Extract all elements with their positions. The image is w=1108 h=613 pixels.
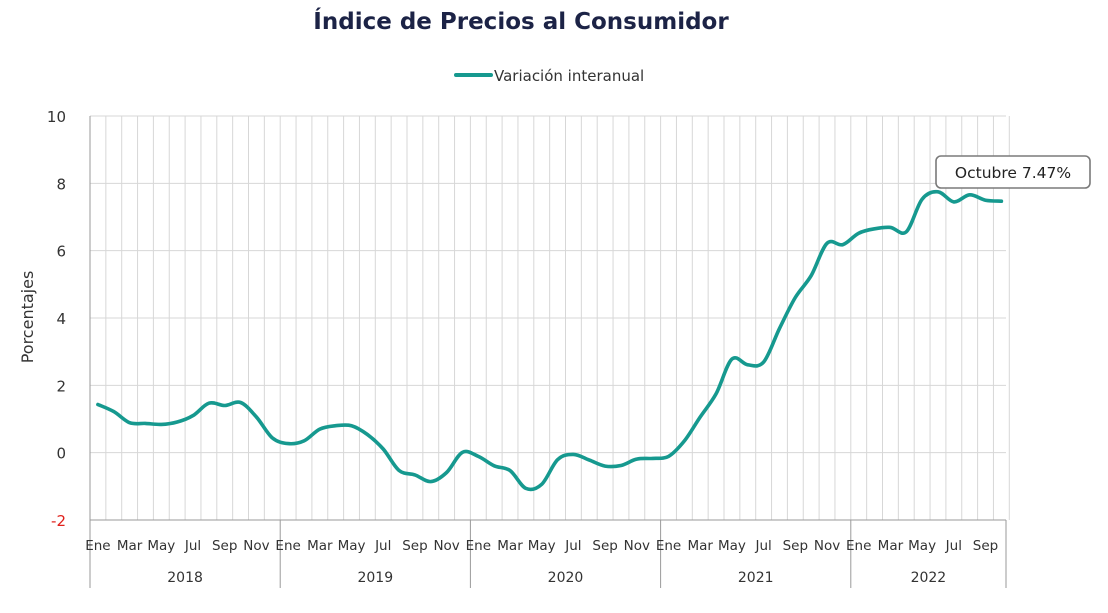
- legend-label: Variación interanual: [494, 67, 644, 85]
- chart-title: Índice de Precios al Consumidor: [313, 7, 729, 35]
- legend: Variación interanual: [454, 67, 644, 85]
- x-axis-ticks: Ene Mar May Jul Sep Nov Ene Mar May Jul Sep Nov Ene M…: [85, 538, 998, 554]
- x-tick-label: Mar: [497, 538, 523, 554]
- x-tick-label: May: [147, 538, 175, 554]
- x-tick-label: Jul: [184, 538, 201, 554]
- x-tick-label: Sep: [212, 538, 237, 554]
- year-label: 2022: [911, 570, 947, 586]
- x-tick-label: Nov: [814, 538, 840, 554]
- x-tick-label: Ene: [846, 538, 871, 554]
- x-tick-label: Jul: [945, 538, 962, 554]
- x-tick-label: Jul: [564, 538, 581, 554]
- x-tick-label: May: [338, 538, 366, 554]
- axes: [89, 116, 1007, 588]
- callout-text: Octubre 7.47%: [955, 164, 1071, 182]
- x-tick-label: Jul: [754, 538, 771, 554]
- x-tick-label: Ene: [275, 538, 300, 554]
- callout-box: [935, 155, 1091, 189]
- x-tick-label: Ene: [656, 538, 681, 554]
- x-tick-label: May: [528, 538, 556, 554]
- year-labels: 2018 2019 2020 2021 2022: [167, 570, 946, 586]
- y-tick-label: 4: [56, 310, 66, 328]
- series-line-variacion-interanual: [96, 189, 1004, 492]
- x-tick-label: Nov: [243, 538, 269, 554]
- x-tick-label: Mar: [687, 538, 713, 554]
- y-tick-label: 0: [56, 445, 66, 463]
- x-tick-label: Nov: [624, 538, 650, 554]
- year-label: 2018: [167, 570, 203, 586]
- x-tick-label: Nov: [433, 538, 459, 554]
- x-tick-label: Sep: [592, 538, 617, 554]
- x-tick-label: Sep: [402, 538, 427, 554]
- x-tick-label: Sep: [973, 538, 998, 554]
- year-label: 2019: [357, 570, 393, 586]
- y-tick-label: 2: [56, 377, 66, 395]
- y-axis-ticks: -2 0 2 4 6 8 10: [47, 108, 66, 530]
- y-tick-label: 6: [56, 243, 66, 261]
- year-label: 2021: [738, 570, 774, 586]
- grid: [90, 115, 1010, 520]
- y-tick-label: -2: [51, 512, 66, 530]
- x-tick-label: May: [718, 538, 746, 554]
- y-tick-label: 10: [47, 108, 66, 126]
- x-tick-label: Sep: [783, 538, 808, 554]
- y-tick-label: 8: [56, 175, 66, 193]
- year-label: 2020: [548, 570, 584, 586]
- x-tick-label: Ene: [85, 538, 110, 554]
- x-tick-label: May: [908, 538, 936, 554]
- x-tick-label: Ene: [466, 538, 491, 554]
- x-tick-label: Mar: [117, 538, 143, 554]
- value-callout: Octubre 7.47%: [935, 155, 1091, 189]
- y-axis-label: Porcentajes: [18, 271, 37, 364]
- x-tick-label: Mar: [307, 538, 333, 554]
- series-line-layer: [96, 189, 1004, 492]
- x-tick-label: Jul: [374, 538, 391, 554]
- x-tick-label: Mar: [878, 538, 904, 554]
